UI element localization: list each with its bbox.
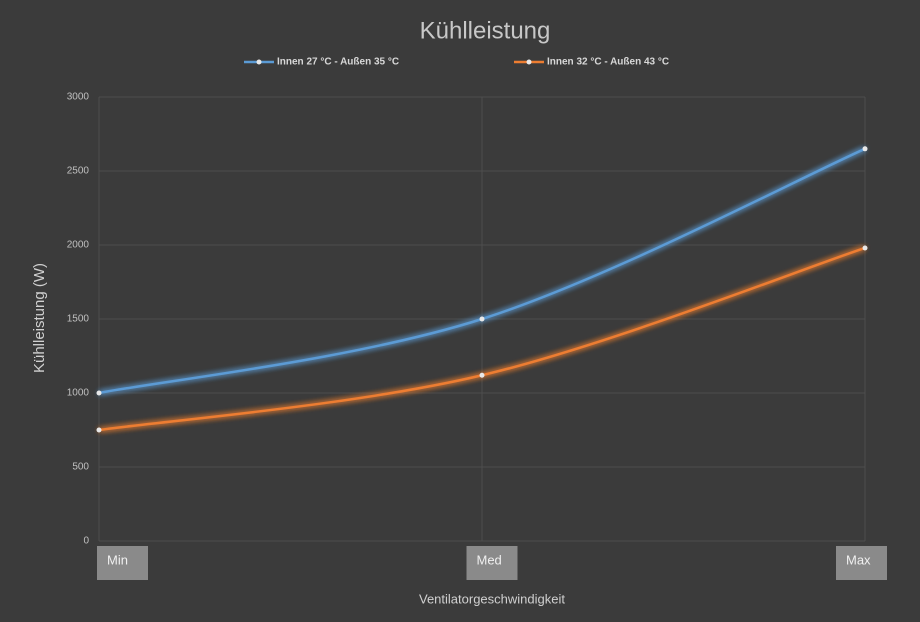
x-tick-label: Max [846,552,871,567]
y-tick-label: 500 [72,462,89,473]
point [862,146,868,152]
point [479,316,485,322]
y-tick-label: 2500 [67,166,90,177]
point [862,245,868,251]
legend-marker [526,59,532,65]
y-tick-label: 3000 [67,92,90,103]
chart-title: Kühlleistung [420,17,551,44]
y-axis-label: Kühlleistung (W) [31,263,48,373]
category-box [466,546,518,580]
point [96,390,102,396]
point [479,372,485,378]
x-tick-label: Min [107,552,128,567]
x-tick-label: Med [477,552,502,567]
y-tick-label: 1000 [67,388,90,399]
legend-label: Innen 27 °C - Außen 35 °C [277,57,399,68]
legend-label: Innen 32 °C - Außen 43 °C [547,57,669,68]
y-tick-label: 1500 [67,314,90,325]
x-axis-label: Ventilatorgeschwindigkeit [419,591,565,606]
y-tick-label: 0 [83,536,89,547]
category-box [836,546,887,580]
category-box [97,546,148,580]
legend-marker [256,59,262,65]
y-tick-label: 2000 [67,240,90,251]
point [96,427,102,433]
